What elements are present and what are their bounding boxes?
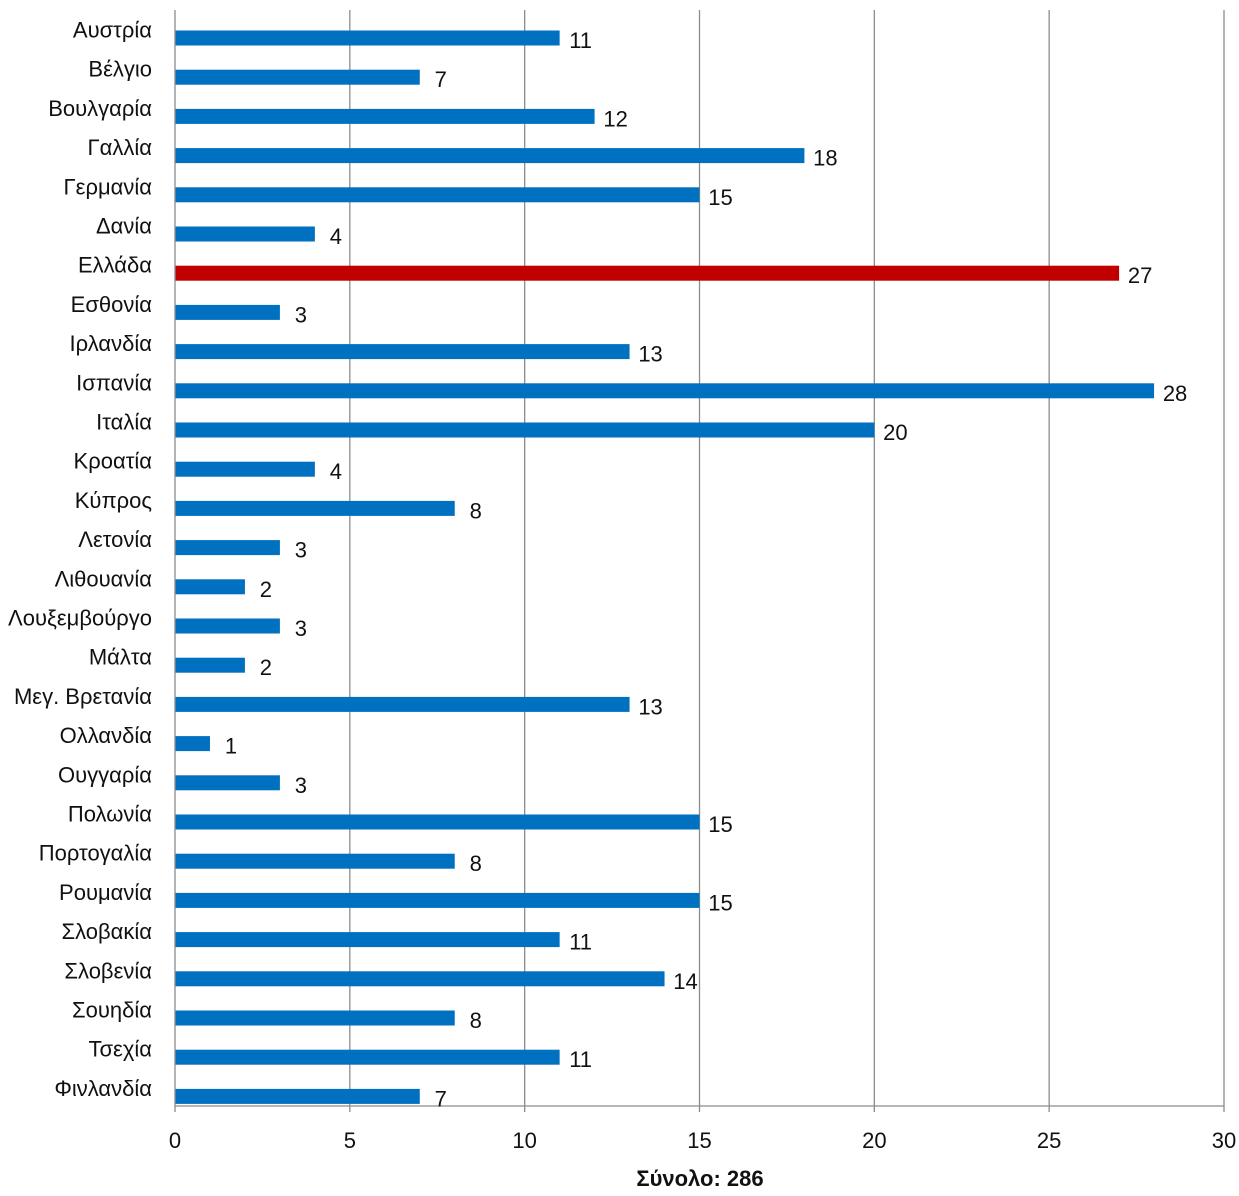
- value-label-item-5: 15: [708, 185, 732, 210]
- bar-item-16: [175, 618, 280, 634]
- value-label-item-2: 7: [435, 67, 447, 92]
- bar-item-11: [175, 422, 875, 438]
- category-label-item-10: Ισπανία: [76, 370, 152, 395]
- value-label-item-3: 12: [603, 106, 627, 131]
- value-label-item-8: 3: [295, 302, 307, 327]
- x-tick-label-25: 25: [1037, 1128, 1061, 1153]
- category-label-item-11: Ιταλία: [96, 410, 152, 435]
- bar-item-4: [175, 148, 805, 164]
- bar-item-8: [175, 304, 280, 320]
- category-label-item-28: Φινλανδία: [54, 1076, 152, 1101]
- axes: [174, 10, 1225, 1112]
- category-label-item-1: Αυστρία: [73, 18, 152, 43]
- category-label-item-7: Ελλάδα: [78, 253, 152, 278]
- x-tick-label-10: 10: [512, 1128, 536, 1153]
- value-label-item-18: 13: [638, 694, 662, 719]
- category-label-item-16: Λουξεμβούργο: [8, 606, 152, 631]
- category-label-item-22: Πορτογαλία: [39, 841, 153, 866]
- x-tick-label-5: 5: [344, 1128, 356, 1153]
- bars: [175, 30, 1155, 1104]
- category-label-item-17: Μάλτα: [89, 645, 152, 670]
- bar-item-5: [175, 187, 700, 203]
- category-label-item-9: Ιρλανδία: [70, 331, 153, 356]
- value-label-item-4: 18: [813, 146, 837, 171]
- bar-item-3: [175, 108, 595, 124]
- value-label-item-6: 4: [330, 224, 342, 249]
- category-label-item-3: Βουλγαρία: [48, 96, 152, 121]
- bar-item-27: [175, 1049, 560, 1065]
- value-label-item-16: 3: [295, 616, 307, 641]
- category-label-item-19: Ολλανδία: [60, 723, 153, 748]
- x-tick-label-30: 30: [1212, 1128, 1236, 1153]
- bar-item-6: [175, 226, 315, 242]
- value-label-item-7: 27: [1128, 263, 1152, 288]
- bar-item-28: [175, 1088, 420, 1104]
- bar-item-19: [175, 736, 210, 752]
- category-label-item-24: Σλοβακία: [62, 919, 153, 944]
- value-label-item-15: 2: [260, 577, 272, 602]
- category-label-item-20: Ουγγαρία: [58, 762, 152, 787]
- value-label-item-10: 28: [1163, 381, 1187, 406]
- value-label-item-22: 8: [470, 851, 482, 876]
- bar-item-21: [175, 814, 700, 830]
- bar-item-25: [175, 971, 665, 987]
- category-label-item-6: Δανία: [96, 214, 152, 239]
- bar-item-17: [175, 657, 245, 673]
- value-label-item-17: 2: [260, 655, 272, 680]
- value-label-item-21: 15: [708, 812, 732, 837]
- bar-item-10: [175, 383, 1155, 399]
- value-label-item-26: 8: [470, 1008, 482, 1033]
- bar-item-15: [175, 579, 245, 595]
- category-label-item-12: Κροατία: [74, 449, 153, 474]
- bar-item-7: [175, 265, 1120, 281]
- category-label-item-4: Γαλλία: [88, 135, 153, 160]
- x-axis-title: Σύνολο: 286: [636, 1166, 763, 1191]
- category-label-item-26: Σουηδία: [72, 998, 152, 1023]
- bar-item-20: [175, 775, 280, 791]
- category-label-item-2: Βέλγιο: [88, 57, 152, 82]
- bar-item-26: [175, 1010, 455, 1026]
- bar-item-24: [175, 932, 560, 948]
- value-label-item-14: 3: [295, 538, 307, 563]
- category-label-item-5: Γερμανία: [64, 174, 153, 199]
- value-label-item-25: 14: [673, 969, 697, 994]
- bar-item-2: [175, 69, 420, 85]
- category-label-item-25: Σλοβενία: [64, 958, 152, 983]
- x-tick-label-15: 15: [687, 1128, 711, 1153]
- value-label-item-11: 20: [883, 420, 907, 445]
- value-label-item-1: 11: [569, 28, 592, 53]
- value-label-item-9: 13: [638, 342, 662, 367]
- x-tick-label-0: 0: [169, 1128, 181, 1153]
- category-label-item-14: Λετονία: [78, 527, 152, 552]
- value-label-item-13: 8: [470, 498, 482, 523]
- category-label-item-18: Μεγ. Βρετανία: [14, 684, 152, 709]
- category-label-item-13: Κύπρος: [75, 488, 152, 513]
- bar-item-13: [175, 500, 455, 516]
- x-tick-label-20: 20: [862, 1128, 886, 1153]
- category-label-item-23: Ρουμανία: [59, 880, 152, 905]
- bar-item-12: [175, 461, 315, 477]
- value-label-item-27: 11: [569, 1047, 592, 1072]
- value-label-item-23: 15: [708, 890, 732, 915]
- bar-item-9: [175, 344, 630, 360]
- category-label-item-21: Πολωνία: [68, 802, 152, 827]
- bar-item-14: [175, 540, 280, 556]
- bar-item-23: [175, 892, 700, 908]
- category-label-item-27: Τσεχία: [88, 1037, 152, 1062]
- category-label-item-8: Εσθονία: [71, 292, 153, 317]
- value-label-item-12: 4: [330, 459, 342, 484]
- bar-item-18: [175, 696, 630, 712]
- value-label-item-24: 11: [569, 930, 592, 955]
- bar-item-22: [175, 853, 455, 869]
- value-label-item-20: 3: [295, 773, 307, 798]
- value-label-item-19: 1: [225, 734, 237, 759]
- category-label-item-15: Λιθουανία: [55, 566, 153, 591]
- bar-item-1: [175, 30, 560, 46]
- value-label-item-28: 7: [435, 1086, 447, 1111]
